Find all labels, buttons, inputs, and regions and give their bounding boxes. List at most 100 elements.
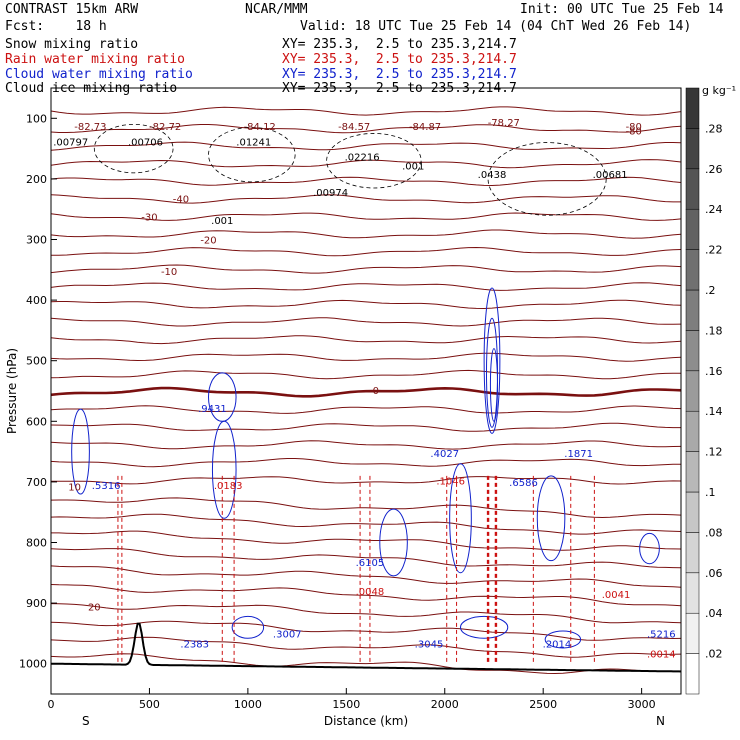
isotherm-line <box>50 352 682 362</box>
cloud-water-contour <box>449 463 472 574</box>
y-tick-label: 1000 <box>19 658 47 671</box>
y-tick-label: 400 <box>26 294 47 307</box>
isotherm-line <box>50 229 682 239</box>
colorbar-swatch <box>685 653 700 695</box>
isotherm-line <box>50 386 682 398</box>
y-tick-label: 500 <box>26 355 47 368</box>
cloud-water-contour <box>544 630 582 649</box>
cloud-water-contour <box>379 508 408 577</box>
y-tick-label: 700 <box>26 476 47 489</box>
south-end-label: S <box>82 714 90 728</box>
colorbar-tick-label: .24 <box>705 203 723 216</box>
colorbar-swatch <box>685 289 700 331</box>
colorbar-swatch <box>685 208 700 250</box>
colorbar: .02 .04 .06 .08 .1 .12 .14 .16 .18 .2 .22 .24 .26 .28 <box>685 87 723 695</box>
value-annotation: -84.87 <box>409 122 441 133</box>
isotherm-line <box>50 212 682 221</box>
temperature-label: -30 <box>141 212 157 223</box>
isotherm-line <box>50 264 682 274</box>
value-annotation: .1871 <box>564 449 593 460</box>
x-tick-label: 1500 <box>332 698 360 711</box>
value-annotation: .6586 <box>509 478 538 489</box>
isotherm-line <box>50 106 682 116</box>
isotherm-line <box>50 335 682 345</box>
colorbar-swatch <box>685 532 700 574</box>
snow-contour <box>487 142 607 216</box>
y-tick-label: 900 <box>26 597 47 610</box>
valid-time: Valid: 18 UTC Tue 25 Feb 14 (04 ChT Wed … <box>300 19 692 34</box>
value-annotation: -82.73 <box>74 122 106 133</box>
x-tick-label: 3000 <box>628 698 656 711</box>
temperature-label: -40 <box>173 194 189 205</box>
colorbar-swatch <box>685 330 700 372</box>
isotherm-line <box>50 194 681 204</box>
x-tick-label: 2500 <box>529 698 557 711</box>
value-annotation: .00974 <box>313 188 348 199</box>
y-tick-label: 800 <box>26 537 47 550</box>
isotherm-line <box>50 299 682 310</box>
isotherm-line <box>50 565 682 588</box>
isotherm-line <box>50 458 681 468</box>
temperature-label: 10 <box>68 483 81 494</box>
colorbar-swatch <box>685 249 700 291</box>
isotherm-line <box>50 176 682 187</box>
value-annotation: -78.27 <box>488 118 520 129</box>
y-tick-label: 300 <box>26 234 47 247</box>
isotherm-line <box>50 513 682 535</box>
colorbar-tick-label: .06 <box>705 567 723 580</box>
value-annotation: .9431 <box>198 404 227 415</box>
y-tick-label: 200 <box>26 173 47 186</box>
colorbar-tick-label: .22 <box>705 244 723 257</box>
colorbar-tick-label: .12 <box>705 446 723 459</box>
colorbar-swatch <box>685 87 700 129</box>
snow-contour <box>326 133 422 189</box>
colorbar-tick-label: .16 <box>705 365 723 378</box>
x-tick-label: 0 <box>48 698 55 711</box>
terrain-line <box>51 622 682 673</box>
model-title: CONTRAST 15km ARW <box>5 2 139 17</box>
field-snow-name: Snow mixing ratio <box>5 37 139 52</box>
y-axis-ticks: 100 200 300 400 500 600 700 800 900 1000 <box>19 112 57 671</box>
temperature-label: -80 <box>626 126 642 137</box>
cloud-features <box>51 123 682 673</box>
colorbar-swatch <box>685 491 700 533</box>
colorbar-swatch <box>685 451 700 493</box>
cloud-water-contour <box>536 475 566 562</box>
field-snow-xy: XY= 235.3, 2.5 to 235.3,214.7 <box>282 37 517 52</box>
colorbar-tick-label: .28 <box>705 122 723 135</box>
init-time: Init: 00 UTC Tue 25 Feb 14 <box>520 2 724 17</box>
field-rain-xy: XY= 235.3, 2.5 to 235.3,214.7 <box>282 52 517 67</box>
x-axis-ticks: 0 500 1000 1500 2000 2500 3000 <box>48 688 656 711</box>
center-name: NCAR/MMM <box>245 2 308 17</box>
cloud-water-contour <box>211 420 237 519</box>
isotherm-line <box>50 603 682 624</box>
isotherm-line <box>50 548 682 569</box>
cloud-water-contour <box>483 287 501 434</box>
field-cloudwater-xy: XY= 235.3, 2.5 to 235.3,214.7 <box>282 67 517 82</box>
north-end-label: N <box>656 714 665 728</box>
value-annotation: .3045 <box>415 640 444 651</box>
isotherm-line <box>51 246 682 257</box>
value-annotation: .0048 <box>356 587 385 598</box>
y-tick-label: 100 <box>26 112 47 125</box>
value-annotation: .2383 <box>180 640 209 651</box>
snow-contour <box>208 126 296 183</box>
isotherm-line <box>50 369 682 380</box>
isotherm-line <box>50 636 682 658</box>
colorbar-swatch <box>685 128 700 170</box>
value-annotation: -82.72 <box>149 122 181 133</box>
colorbar-tick-label: .02 <box>705 648 723 661</box>
isotherm-line <box>50 620 682 641</box>
value-annotation: .5316 <box>92 481 121 492</box>
field-cloudwater-name: Cloud water mixing ratio <box>5 67 193 82</box>
temperature-label: -20 <box>200 236 216 247</box>
snow-contour <box>93 123 174 174</box>
value-annotation: .001 <box>402 162 424 173</box>
isotherm-lines <box>50 106 682 675</box>
colorbar-tick-label: .18 <box>705 324 723 337</box>
field-rain-name: Rain water mixing ratio <box>5 52 186 67</box>
value-annotation: .5216 <box>647 629 676 640</box>
value-annotation: .4027 <box>430 449 459 460</box>
isotherm-line <box>51 530 682 551</box>
